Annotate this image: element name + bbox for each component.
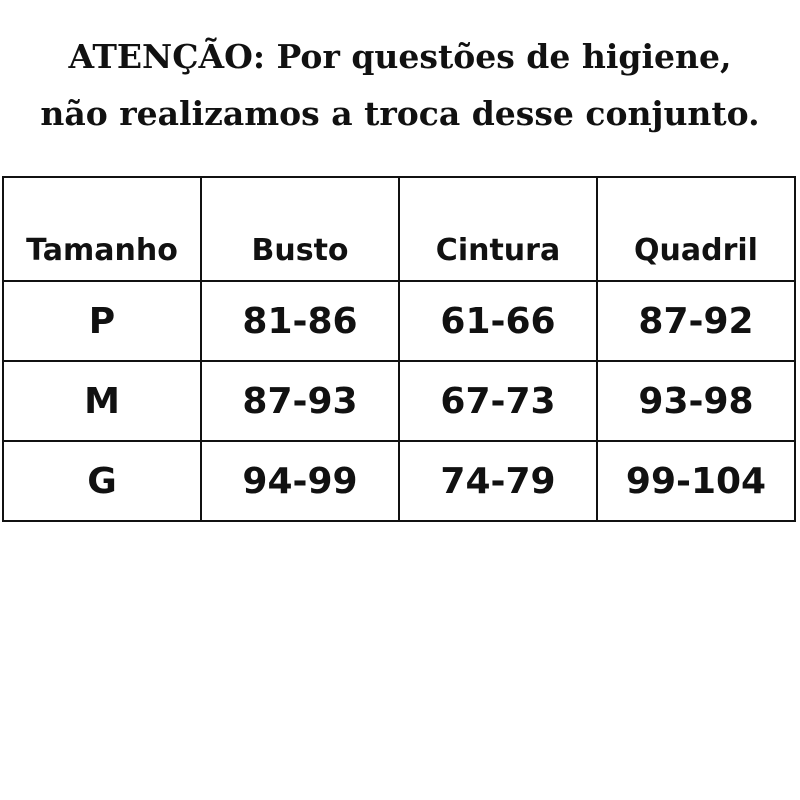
notice-line1: ATENÇÃO: Por questões de higiene,	[68, 37, 732, 76]
header-cell: Cintura	[398, 176, 598, 282]
cell: 67-73	[398, 360, 598, 442]
cell: G	[2, 440, 202, 522]
cell: P	[2, 280, 202, 362]
cell: 81-86	[200, 280, 400, 362]
table-row: P 81-86 61-66 87-92	[2, 280, 796, 362]
header-row: Tamanho Busto Cintura Quadril	[2, 176, 796, 282]
cell: 87-93	[200, 360, 400, 442]
notice-line2: não realizamos a troca desse conjunto.	[40, 94, 760, 133]
table-row: G 94-99 74-79 99-104	[2, 440, 796, 522]
cell: 61-66	[398, 280, 598, 362]
header-cell: Quadril	[596, 176, 796, 282]
cell: 94-99	[200, 440, 400, 522]
header-cell: Busto	[200, 176, 400, 282]
table-row: M 87-93 67-73 93-98	[2, 360, 796, 442]
cell: 74-79	[398, 440, 598, 522]
cell: 87-92	[596, 280, 796, 362]
notice: ATENÇÃO: Por questões de higiene, não re…	[0, 28, 800, 142]
cell: M	[2, 360, 202, 442]
cell: 93-98	[596, 360, 796, 442]
size-table: Tamanho Busto Cintura Quadril P 81-86 61…	[2, 176, 796, 522]
header-cell: Tamanho	[2, 176, 202, 282]
cell: 99-104	[596, 440, 796, 522]
